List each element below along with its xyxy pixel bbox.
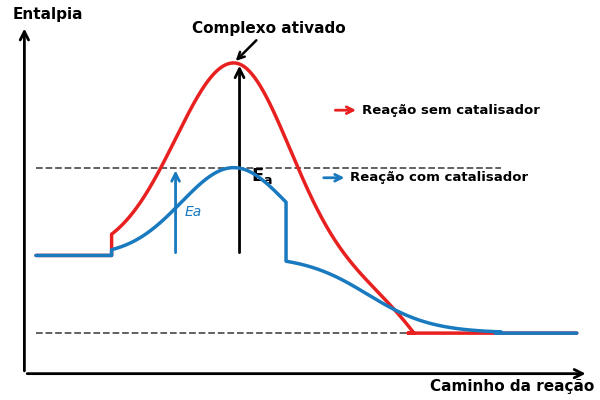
Text: Complexo ativado: Complexo ativado [192, 20, 346, 59]
Text: Reação com catalisador: Reação com catalisador [324, 171, 528, 184]
Text: $\mathbf{E_a}$: $\mathbf{E_a}$ [251, 166, 273, 186]
Text: Caminho da reação: Caminho da reação [430, 379, 594, 394]
Text: Reação sem catalisador: Reação sem catalisador [335, 104, 539, 117]
Text: Ea: Ea [184, 204, 202, 218]
Text: Entalpia: Entalpia [13, 7, 83, 22]
